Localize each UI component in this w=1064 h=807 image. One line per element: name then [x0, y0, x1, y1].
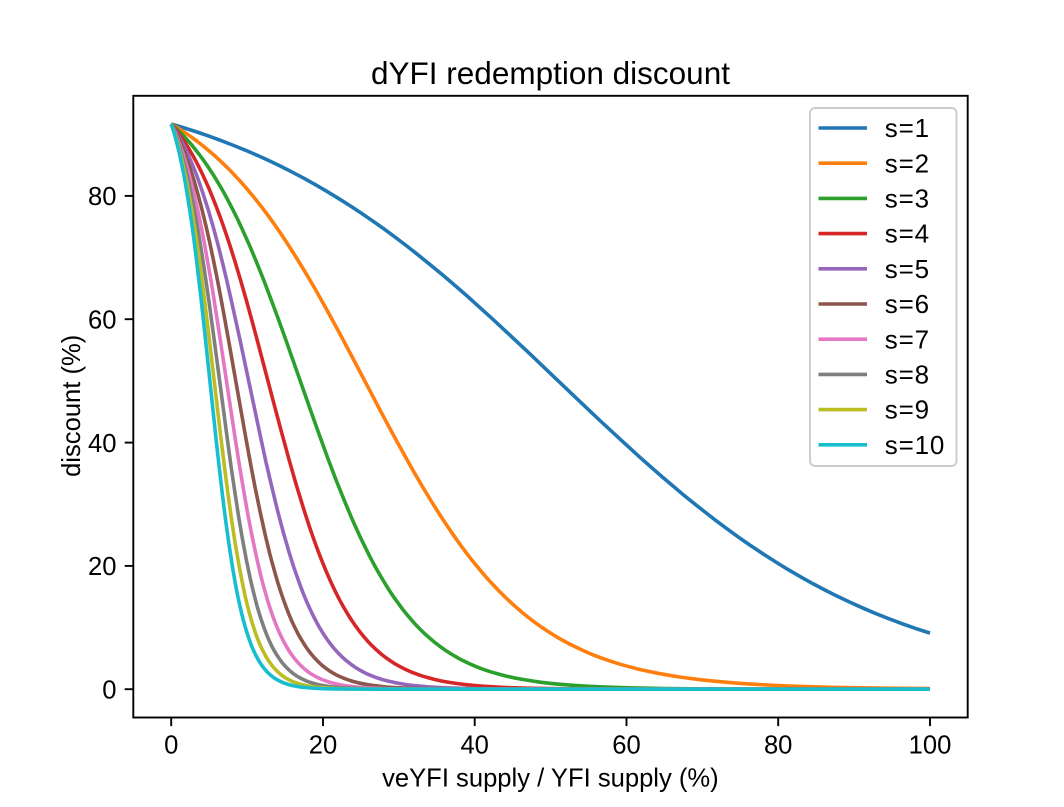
- svg-text:s=4: s=4: [885, 219, 930, 249]
- svg-text:20: 20: [88, 553, 116, 581]
- svg-text:100: 100: [909, 731, 952, 759]
- svg-text:40: 40: [460, 731, 488, 759]
- svg-text:s=3: s=3: [885, 184, 930, 214]
- svg-text:s=10: s=10: [885, 430, 945, 460]
- svg-text:40: 40: [88, 430, 116, 458]
- svg-text:80: 80: [88, 183, 116, 211]
- svg-text:60: 60: [88, 307, 116, 335]
- svg-text:60: 60: [612, 731, 640, 759]
- svg-text:0: 0: [164, 731, 178, 759]
- svg-text:s=7: s=7: [885, 324, 930, 354]
- svg-text:80: 80: [764, 731, 792, 759]
- svg-text:s=6: s=6: [885, 289, 930, 319]
- svg-text:0: 0: [102, 677, 116, 705]
- svg-text:s=8: s=8: [885, 360, 930, 390]
- svg-text:20: 20: [309, 731, 337, 759]
- svg-text:s=5: s=5: [885, 254, 930, 284]
- svg-text:discount (%): discount (%): [58, 335, 86, 477]
- svg-text:s=9: s=9: [885, 395, 930, 425]
- svg-text:s=1: s=1: [885, 113, 930, 143]
- svg-text:s=2: s=2: [885, 148, 930, 178]
- svg-text:veYFI supply / YFI supply (%): veYFI supply / YFI supply (%): [382, 765, 719, 793]
- svg-text:dYFI redemption discount: dYFI redemption discount: [371, 55, 730, 91]
